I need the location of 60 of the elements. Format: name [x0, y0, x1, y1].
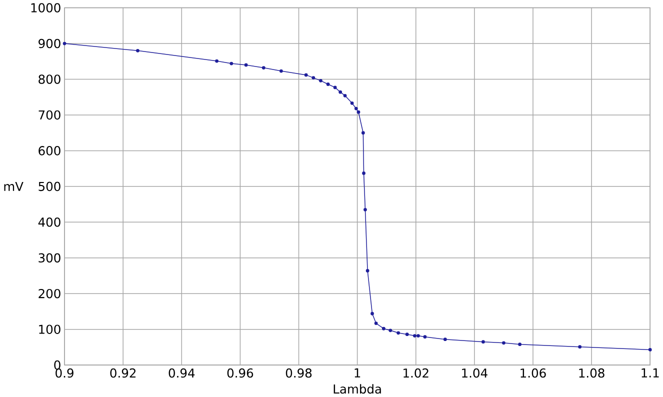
point [244, 63, 248, 67]
point [279, 69, 283, 73]
point [374, 322, 378, 326]
x-tick-label: 0.98 [286, 368, 312, 378]
y-tick-label: 900 [38, 38, 60, 48]
point [343, 94, 347, 98]
point [423, 335, 427, 339]
y-tick-label: 200 [38, 289, 60, 298]
point [354, 106, 358, 110]
point [648, 348, 652, 352]
x-tick-label: 1.1 [642, 368, 659, 378]
point [333, 86, 337, 90]
point [361, 131, 365, 135]
point [136, 49, 140, 52]
x-tick-label: 0.94 [168, 368, 195, 378]
point [215, 59, 218, 63]
x-tick-label: 1.08 [579, 368, 604, 378]
point [304, 73, 308, 77]
x-axis-title: Lambda [334, 384, 381, 394]
x-tick-label: 1.02 [404, 368, 428, 378]
x-tick-label: 0.92 [110, 368, 136, 378]
point [396, 331, 400, 335]
y-tick-label: 800 [38, 74, 60, 84]
point [338, 90, 342, 94]
y-tick-label: 700 [38, 110, 60, 120]
point [502, 341, 506, 345]
point [356, 110, 360, 114]
point [578, 345, 582, 349]
point [405, 332, 409, 336]
point [62, 42, 66, 46]
point [443, 338, 447, 342]
x-tick-label: 1 [354, 368, 360, 378]
y-tick-label: 1000 [31, 3, 60, 13]
y-tick-label: 600 [38, 146, 60, 156]
y-tick-label: 400 [38, 218, 60, 227]
point [416, 334, 420, 338]
y-axis-title: mV [4, 182, 24, 191]
point [362, 172, 366, 175]
point [370, 312, 374, 316]
point [482, 340, 485, 344]
point [518, 342, 522, 346]
y-tick-label: 300 [38, 253, 60, 263]
point [364, 208, 367, 212]
x-tick-label: 1.04 [462, 368, 488, 378]
point [350, 102, 354, 105]
point [319, 79, 322, 82]
x-tick-label: 0.9 [56, 368, 74, 378]
y-tick-label: 0 [54, 360, 60, 370]
y-tick-label: 500 [38, 182, 60, 192]
point [382, 327, 386, 330]
point [366, 269, 370, 273]
point [388, 328, 392, 332]
point [312, 76, 316, 80]
point [413, 334, 416, 338]
point [262, 66, 266, 70]
point [230, 62, 234, 66]
point [326, 82, 330, 86]
x-tick-label: 0.96 [227, 368, 254, 378]
x-tick-label: 1.06 [520, 368, 546, 378]
y-tick-label: 100 [39, 324, 60, 334]
